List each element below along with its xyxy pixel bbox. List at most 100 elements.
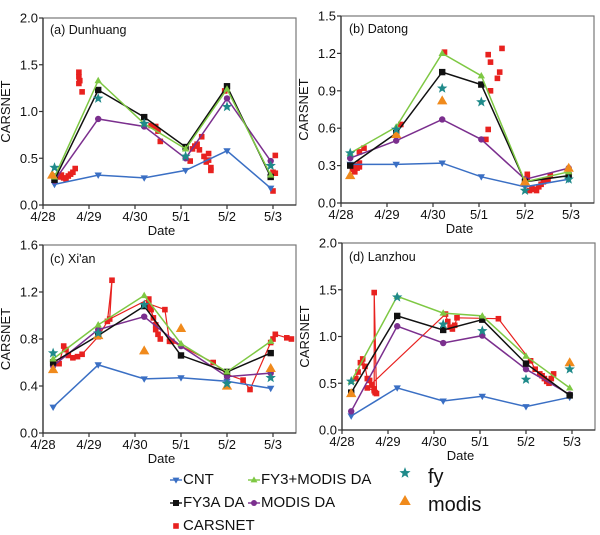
legend-marker-icon — [173, 500, 179, 506]
data-point — [284, 335, 290, 341]
data-point — [221, 101, 233, 112]
data-point — [451, 322, 458, 329]
data-point — [94, 76, 102, 84]
y-tick-label: 2.0 — [319, 236, 337, 251]
y-tick-label: 0.0 — [319, 423, 337, 438]
series-cnt — [347, 385, 574, 420]
data-point — [439, 116, 446, 123]
series-fy — [49, 92, 276, 173]
data-point — [267, 337, 275, 344]
series-fy — [47, 299, 276, 389]
panel-title: (d) Lanzhou — [349, 250, 416, 264]
data-point — [240, 377, 246, 383]
data-point — [566, 384, 574, 391]
data-point — [49, 404, 57, 411]
series-line — [349, 52, 569, 183]
data-point — [371, 289, 377, 296]
data-point — [392, 291, 403, 302]
data-point — [94, 172, 102, 179]
data-point — [247, 386, 253, 393]
data-point — [267, 185, 275, 193]
data-point — [348, 408, 355, 415]
y-tick-label: 0.4 — [20, 379, 38, 394]
data-point — [564, 357, 575, 367]
data-point — [438, 160, 446, 167]
data-point — [223, 368, 231, 375]
data-point — [210, 359, 216, 366]
x-tick-label: 5/3 — [562, 207, 580, 222]
data-point — [519, 176, 531, 186]
legend-label: modis — [428, 494, 481, 516]
data-point — [177, 352, 185, 359]
data-point — [440, 339, 447, 347]
y-axis-title: CARSNET — [296, 78, 311, 140]
data-point — [63, 176, 69, 182]
data-point — [223, 85, 231, 92]
data-point — [347, 413, 355, 420]
data-point — [477, 325, 488, 336]
data-point — [267, 171, 275, 178]
data-point — [139, 345, 150, 355]
x-tick-label: 4/28 — [30, 209, 55, 224]
x-tick-label: 5/1 — [172, 209, 190, 224]
data-point — [140, 376, 148, 383]
x-tick-label: 5/2 — [218, 209, 236, 224]
data-point — [58, 172, 65, 178]
data-point — [485, 126, 491, 133]
data-point — [76, 74, 82, 80]
legend-marker-icon — [173, 523, 179, 529]
panel-dunhuang: 0.0 0.5 1.0 1.5 2.0 4/28 4/29 4/30 5/1 5/2 5/3 Date… — [0, 11, 297, 238]
data-point — [478, 393, 486, 401]
data-point — [527, 358, 534, 364]
y-tick-label: 0.6 — [318, 121, 336, 136]
x-tick-label: 5/2 — [218, 437, 236, 452]
data-point — [563, 162, 574, 172]
data-point — [393, 137, 400, 144]
data-point — [522, 352, 530, 359]
series-modis — [47, 169, 58, 179]
data-point — [393, 385, 401, 392]
data-point — [94, 362, 102, 369]
data-point — [72, 165, 78, 172]
data-point — [155, 331, 161, 338]
data-point — [478, 136, 485, 143]
data-point — [49, 162, 60, 173]
legend-item-modis: modis — [399, 494, 481, 516]
x-tick-label: 4/28 — [328, 207, 353, 222]
legend-marker-icon — [251, 500, 257, 506]
data-point — [49, 359, 57, 366]
data-point — [533, 187, 540, 194]
data-point — [346, 375, 357, 386]
series-carsnet — [349, 45, 572, 194]
data-point — [437, 82, 448, 93]
x-tick-label: 5/1 — [471, 434, 489, 449]
y-tick-label: 0.0 — [318, 196, 336, 211]
data-point — [439, 398, 447, 405]
data-point — [352, 169, 358, 175]
data-point — [272, 331, 279, 338]
x-tick-label: 4/30 — [420, 207, 445, 222]
data-point — [95, 115, 102, 123]
data-point — [345, 170, 356, 180]
y-axis-title: CARSNET — [0, 308, 13, 370]
x-tick-label: 4/29 — [76, 437, 101, 452]
series-line — [54, 149, 272, 189]
data-point — [478, 81, 485, 88]
data-point — [524, 171, 531, 178]
data-point — [157, 138, 164, 145]
y-tick-label: 1.5 — [319, 282, 337, 297]
data-point — [371, 387, 377, 394]
series-line — [52, 305, 271, 373]
y-tick-label: 0.9 — [318, 83, 336, 98]
series-cnt — [49, 362, 275, 411]
series-line — [53, 79, 272, 178]
x-tick-label: 5/3 — [563, 434, 581, 449]
series-fy — [345, 82, 574, 195]
y-tick-label: 0.0 — [20, 198, 38, 213]
data-point — [495, 315, 502, 322]
series-cnt — [50, 148, 275, 193]
data-point — [392, 161, 400, 169]
x-axis-title: Date — [148, 223, 175, 238]
data-point — [139, 118, 150, 129]
legend-item-carsnet: CARSNET — [173, 517, 255, 534]
